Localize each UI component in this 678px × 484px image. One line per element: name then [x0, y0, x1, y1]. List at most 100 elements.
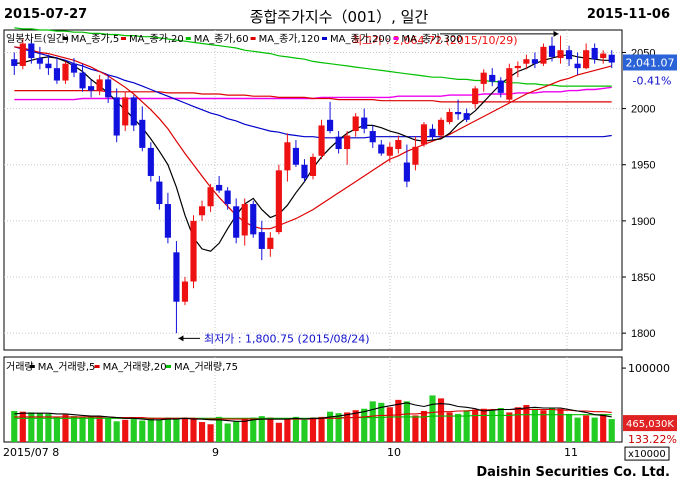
price-change-pct: -0.41% — [633, 74, 672, 87]
current-volume: 465,030K — [626, 419, 674, 430]
volume-bar — [514, 407, 521, 442]
volume-bar — [386, 407, 393, 442]
x-axis-label: 10 — [387, 446, 401, 459]
volume-bar — [96, 416, 103, 442]
legend-entry: MA_거래량,5 — [38, 361, 96, 373]
candle-body — [181, 281, 189, 302]
candle-body — [531, 59, 538, 64]
candle-body — [523, 59, 530, 64]
legend-entry: MA_거래량,75 — [174, 361, 238, 373]
volume-bar — [79, 416, 86, 442]
end-date: 2015-11-06 — [586, 7, 670, 22]
volume-bar — [207, 424, 214, 442]
candle-body — [164, 204, 171, 238]
candle-body — [122, 97, 129, 126]
legend-swatch — [121, 37, 126, 40]
candle-body — [130, 97, 137, 126]
price-tick-label: 1950 — [631, 160, 655, 172]
volume-bar — [455, 413, 462, 442]
high-annotation: 최고가 : 2,064.72 (2015/10/29) — [352, 34, 518, 47]
volume-bar — [352, 410, 359, 442]
candle-body — [369, 131, 376, 143]
candle-body — [258, 232, 265, 249]
candle-body — [207, 187, 214, 207]
volume-bar — [565, 413, 573, 442]
volume-bar — [156, 419, 163, 442]
volume-bar — [292, 416, 300, 442]
volume-bar — [531, 408, 538, 442]
candle-body — [45, 63, 52, 69]
candle-body — [267, 237, 274, 249]
candle-body — [352, 116, 359, 132]
volume-bar — [403, 401, 410, 442]
volume-bar — [53, 416, 61, 442]
candle-body — [455, 111, 462, 115]
chart-title: 종합주가지수（001）, 일간 — [249, 8, 429, 26]
legend-entry: MA_종가,120 — [259, 33, 320, 45]
legend-swatch — [250, 37, 256, 40]
volume-bar — [216, 416, 223, 442]
candle-body — [378, 144, 385, 154]
volume-bar — [275, 422, 282, 442]
candle-body — [36, 58, 43, 64]
candle-body — [96, 79, 103, 91]
candle-body — [62, 63, 69, 81]
volume-bar — [267, 417, 274, 442]
volume-bar — [113, 421, 120, 442]
candle-body — [156, 181, 163, 205]
candle-body — [480, 72, 487, 84]
volume-bar — [301, 419, 308, 442]
candle-body — [344, 135, 351, 150]
volume-bar — [591, 417, 598, 442]
volume-bar — [472, 409, 479, 442]
candle-body — [147, 147, 154, 176]
volume-bar — [600, 413, 607, 442]
current-price-tag — [623, 54, 677, 71]
volume-bar — [583, 415, 590, 442]
candle-body — [318, 125, 325, 156]
volume-bar — [540, 410, 547, 442]
legend-entry: MA_종가,60 — [194, 33, 249, 45]
volume-bar — [19, 411, 26, 442]
legend-swatch — [322, 37, 327, 40]
candle-body — [11, 59, 18, 66]
price-tick-label: 2000 — [631, 104, 655, 116]
volume-bar — [233, 421, 240, 442]
candle-body — [28, 43, 35, 59]
volume-bar — [446, 412, 453, 442]
price-tick-label: 1900 — [631, 216, 655, 228]
candle-body — [514, 65, 521, 69]
x-axis-label: 11 — [564, 446, 578, 459]
legend-swatch — [166, 365, 171, 368]
candle-body — [284, 142, 291, 171]
volume-tick-label: 100000 — [628, 362, 670, 375]
candle-body — [437, 119, 445, 136]
candle-body — [250, 204, 257, 235]
low-arrow-head — [178, 335, 184, 342]
low-annotation: 최저가 : 1,800.75 (2015/08/24) — [204, 332, 370, 345]
volume-bar — [224, 423, 231, 442]
volume-bar — [608, 419, 615, 442]
candle-body — [403, 162, 410, 182]
volume-bar — [122, 419, 129, 442]
ma20-line — [14, 46, 612, 230]
volume-bar — [164, 417, 171, 442]
candle-body — [583, 50, 590, 69]
volume-bar — [395, 399, 402, 442]
volume-bar — [88, 416, 95, 442]
volume-bar — [557, 408, 564, 442]
candle-body — [190, 220, 197, 282]
candle-body — [446, 111, 453, 123]
candle-body — [412, 146, 419, 165]
price-tick-label: 1800 — [631, 328, 655, 340]
candle-body — [70, 63, 78, 73]
chart-header: 2015-07-27 종합주가지수（001）, 일간 2015-11-06 — [0, 0, 678, 30]
legend-entry: 일봉차트(일간) — [6, 33, 69, 45]
legend-swatch — [62, 37, 68, 40]
candle-body — [600, 53, 607, 59]
company-footer: Daishin Securities Co. Ltd. — [476, 465, 670, 480]
volume-bar — [173, 419, 180, 442]
volume-bar — [284, 419, 291, 442]
x-axis-label: 9 — [212, 446, 219, 459]
candle-body — [335, 136, 342, 150]
